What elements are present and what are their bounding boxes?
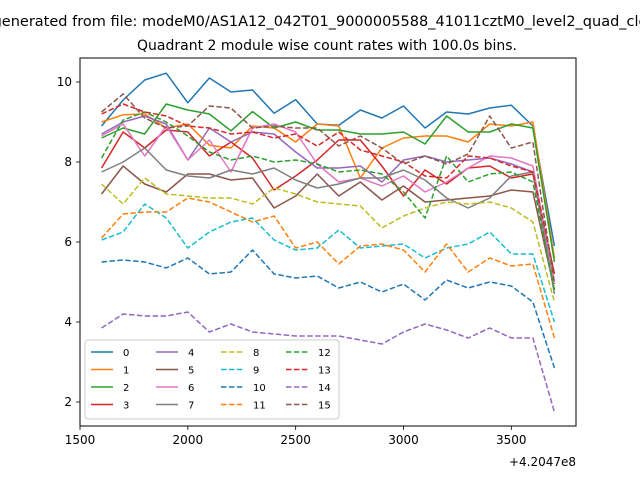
x-tick-label: 3500 — [496, 433, 527, 447]
series-layer — [100, 72, 556, 413]
series-line-9 — [101, 203, 556, 323]
legend-label: 12 — [318, 348, 331, 359]
legend-label: 1 — [123, 366, 129, 377]
series-line-1 — [101, 113, 556, 259]
y-axis: 2 4 6 8 10 — [57, 75, 80, 409]
legend-label: 8 — [253, 348, 259, 359]
legend-label: 13 — [318, 366, 331, 377]
series-line-5 — [100, 165, 556, 291]
legend-frame — [84, 339, 340, 420]
x-tick-label: 1500 — [65, 433, 96, 447]
legend-label: 10 — [253, 383, 266, 394]
legend-label: 11 — [253, 401, 266, 412]
series-line-12 — [100, 111, 556, 291]
legend-label: 6 — [188, 383, 194, 394]
series-line-10 — [101, 249, 556, 369]
y-tick-label: 4 — [64, 315, 72, 329]
y-tick-label: 2 — [64, 395, 72, 409]
series-line-13 — [101, 103, 556, 275]
series-line-3 — [100, 129, 556, 275]
series-line-7 — [101, 147, 556, 295]
figure-suptitle: Plot generated from file: modeM0/AS1A12_… — [0, 14, 640, 30]
x-offset-label: +4.2047e8 — [509, 455, 576, 469]
x-tick-label: 3000 — [388, 433, 419, 447]
y-tick-label: 10 — [57, 75, 72, 89]
chart-title: Quadrant 2 module wise count rates with … — [137, 38, 517, 54]
x-tick-label: 2000 — [173, 433, 204, 447]
legend-label: 0 — [123, 348, 129, 359]
series-line-6 — [101, 123, 556, 283]
legend-label: 2 — [123, 383, 129, 394]
legend-label: 5 — [188, 366, 194, 377]
series-line-11 — [101, 197, 556, 339]
series-line-15 — [101, 93, 556, 285]
legend-label: 9 — [253, 366, 259, 377]
x-axis: 1500 2000 2500 3000 3500 — [65, 426, 527, 447]
legend-label: 15 — [318, 401, 331, 412]
y-tick-label: 6 — [64, 235, 72, 249]
legend-label: 3 — [123, 401, 129, 412]
legend-label: 4 — [188, 348, 194, 359]
series-line-14 — [101, 311, 556, 413]
y-tick-label: 8 — [64, 155, 72, 169]
plot-area: 1500 2000 2500 3000 3500 2 4 6 8 10 +4.2047e8 0 1… — [57, 57, 577, 469]
x-tick-label: 2500 — [280, 433, 311, 447]
legend-label: 7 — [188, 401, 194, 412]
legend-label: 14 — [318, 383, 331, 394]
series-line-2 — [101, 103, 556, 263]
